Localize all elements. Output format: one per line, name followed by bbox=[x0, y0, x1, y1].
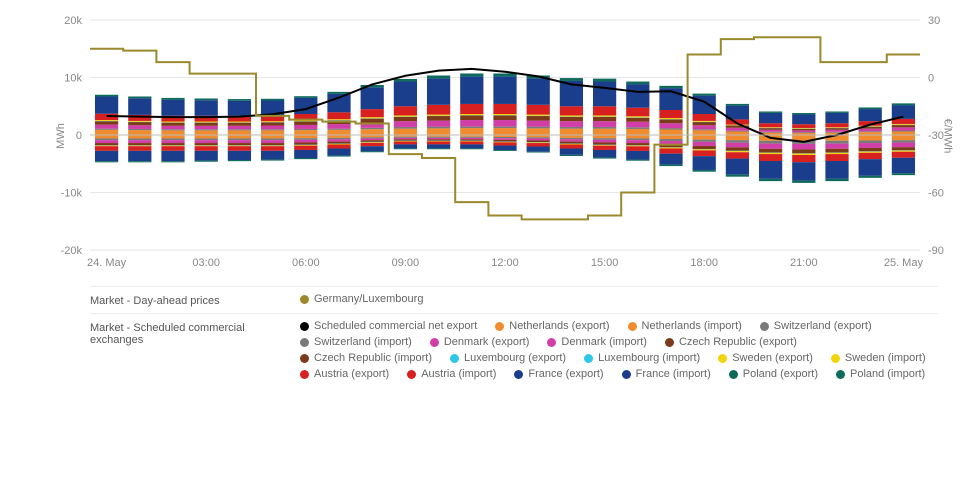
svg-text:-10k: -10k bbox=[61, 188, 83, 200]
legend-label: Poland (import) bbox=[850, 368, 925, 380]
legend-item[interactable]: Sweden (import) bbox=[831, 352, 926, 364]
svg-text:30: 30 bbox=[928, 15, 940, 27]
legend-label: Austria (import) bbox=[421, 368, 496, 380]
legend-swatch bbox=[584, 354, 593, 363]
svg-text:15:00: 15:00 bbox=[591, 257, 619, 269]
svg-text:-60: -60 bbox=[928, 188, 944, 200]
legend-label: Netherlands (export) bbox=[509, 320, 609, 332]
legend-item[interactable]: Czech Republic (import) bbox=[300, 352, 432, 364]
legend-prices-title: Market - Day-ahead prices bbox=[90, 293, 300, 307]
svg-text:03:00: 03:00 bbox=[192, 257, 220, 269]
legend-label: Denmark (import) bbox=[561, 336, 647, 348]
legend-label: Sweden (import) bbox=[845, 352, 926, 364]
svg-text:-20k: -20k bbox=[61, 245, 83, 257]
legend-label: Germany/Luxembourg bbox=[314, 293, 423, 305]
legend-item[interactable]: Czech Republic (export) bbox=[665, 336, 797, 348]
legend-label: Luxembourg (export) bbox=[464, 352, 566, 364]
legend-swatch bbox=[495, 322, 504, 331]
legend-swatch bbox=[407, 370, 416, 379]
legend-label: Switzerland (import) bbox=[314, 336, 412, 348]
legend-item[interactable]: Luxembourg (export) bbox=[450, 352, 566, 364]
legend-label: Czech Republic (export) bbox=[679, 336, 797, 348]
legend-item[interactable]: France (import) bbox=[622, 368, 711, 380]
legend-swatch bbox=[628, 322, 637, 331]
legend-swatch bbox=[729, 370, 738, 379]
legend-swatch bbox=[300, 322, 309, 331]
legend-item[interactable]: Denmark (import) bbox=[547, 336, 647, 348]
legend-label: Scheduled commercial net export bbox=[314, 320, 477, 332]
legend-label: Czech Republic (import) bbox=[314, 352, 432, 364]
legend-swatch bbox=[547, 338, 556, 347]
legend-item[interactable]: Austria (import) bbox=[407, 368, 496, 380]
legend-swatch bbox=[300, 354, 309, 363]
legend-item[interactable]: Poland (import) bbox=[836, 368, 925, 380]
legend-label: Netherlands (import) bbox=[642, 320, 742, 332]
svg-text:24. May: 24. May bbox=[87, 257, 127, 269]
legend-swatch bbox=[430, 338, 439, 347]
legend-item[interactable]: Denmark (export) bbox=[430, 336, 530, 348]
svg-text:0: 0 bbox=[76, 130, 82, 142]
legend-swatch bbox=[718, 354, 727, 363]
legend-label: France (import) bbox=[636, 368, 711, 380]
legend-swatch bbox=[831, 354, 840, 363]
svg-text:18:00: 18:00 bbox=[690, 257, 718, 269]
legend-label: Austria (export) bbox=[314, 368, 389, 380]
y-right-axis-label: €/MWh bbox=[941, 119, 953, 154]
exchange-chart: -20k-10k010k20k-90-60-3003024. May03:000… bbox=[0, 0, 960, 275]
legend-label: Switzerland (export) bbox=[774, 320, 872, 332]
legend-swatch bbox=[665, 338, 674, 347]
y-left-axis-label: MWh bbox=[55, 123, 67, 149]
svg-text:09:00: 09:00 bbox=[392, 257, 420, 269]
legend-item[interactable]: France (export) bbox=[514, 368, 603, 380]
legend-swatch bbox=[300, 338, 309, 347]
legend-item[interactable]: Switzerland (export) bbox=[760, 320, 872, 332]
legend-item[interactable]: Switzerland (import) bbox=[300, 336, 412, 348]
legend-item[interactable]: Poland (export) bbox=[729, 368, 818, 380]
legend-label: Poland (export) bbox=[743, 368, 818, 380]
svg-text:-90: -90 bbox=[928, 245, 944, 257]
svg-text:10k: 10k bbox=[64, 73, 82, 85]
legend-label: Sweden (export) bbox=[732, 352, 813, 364]
legend-swatch bbox=[450, 354, 459, 363]
legend-swatch bbox=[760, 322, 769, 331]
legend-item[interactable]: Scheduled commercial net export bbox=[300, 320, 477, 332]
legend-label: France (export) bbox=[528, 368, 603, 380]
legend-item[interactable]: Netherlands (import) bbox=[628, 320, 742, 332]
legend-item[interactable]: Austria (export) bbox=[300, 368, 389, 380]
legend-item[interactable]: Luxembourg (import) bbox=[584, 352, 700, 364]
legend-item[interactable]: Netherlands (export) bbox=[495, 320, 609, 332]
svg-text:06:00: 06:00 bbox=[292, 257, 320, 269]
svg-text:20k: 20k bbox=[64, 15, 82, 27]
svg-text:0: 0 bbox=[928, 73, 934, 85]
legend-item[interactable]: Germany/Luxembourg bbox=[300, 293, 423, 305]
legend-label: Luxembourg (import) bbox=[598, 352, 700, 364]
legend-exchanges-title: Market - Scheduled commercial exchanges bbox=[90, 320, 300, 346]
legend-swatch bbox=[300, 295, 309, 304]
svg-text:21:00: 21:00 bbox=[790, 257, 818, 269]
legend-swatch bbox=[514, 370, 523, 379]
legend-prices: Market - Day-ahead prices Germany/Luxemb… bbox=[0, 287, 960, 307]
legend-swatch bbox=[836, 370, 845, 379]
legend-label: Denmark (export) bbox=[444, 336, 530, 348]
svg-text:25. May: 25. May bbox=[884, 257, 924, 269]
svg-text:12:00: 12:00 bbox=[491, 257, 519, 269]
legend-item[interactable]: Sweden (export) bbox=[718, 352, 813, 364]
legend-swatch bbox=[622, 370, 631, 379]
legend-exchanges: Market - Scheduled commercial exchanges … bbox=[0, 314, 960, 380]
legend-swatch bbox=[300, 370, 309, 379]
